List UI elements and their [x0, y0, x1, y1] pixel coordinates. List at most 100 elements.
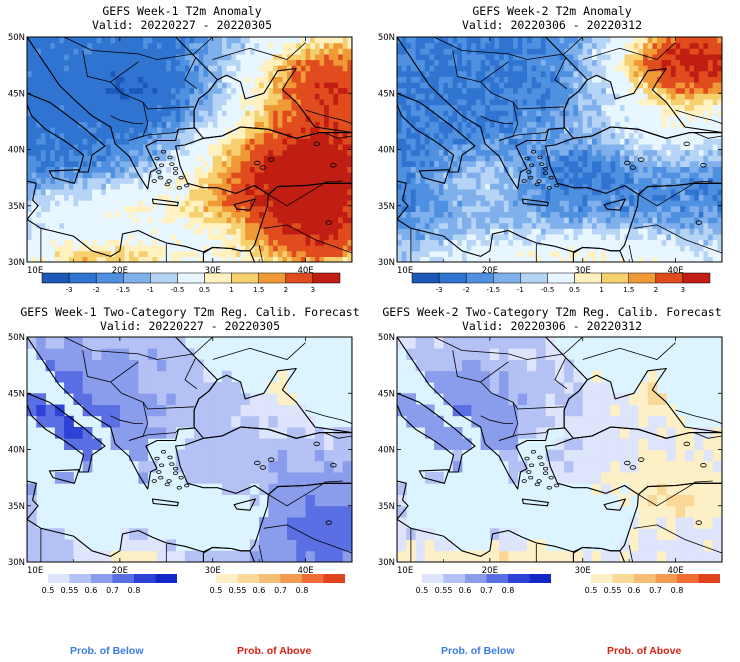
anomaly-cell [92, 115, 98, 122]
anomaly-cell [101, 172, 107, 179]
anomaly-cell [226, 256, 232, 262]
anomaly-cell [87, 138, 93, 145]
anomaly-cell [410, 183, 417, 190]
anomaly-cell [554, 233, 561, 241]
anomaly-cell [573, 37, 579, 44]
anomaly-cell [328, 183, 334, 190]
anomaly-cell [64, 149, 70, 156]
anomaly-cell [45, 82, 51, 89]
anomaly-cell [508, 82, 514, 89]
anomaly-cell [592, 37, 598, 44]
anomaly-cell [194, 93, 200, 100]
anomaly-cell [503, 93, 509, 100]
anomaly-cell [231, 222, 237, 229]
anomaly-cell [101, 177, 107, 184]
anomaly-cell [226, 217, 232, 224]
anomaly-cell [263, 59, 269, 66]
anomaly-cell [157, 211, 163, 218]
anomaly-cell [536, 37, 542, 44]
anomaly-cell [578, 177, 584, 184]
anomaly-cell [615, 110, 621, 117]
anomaly-cell [101, 98, 107, 106]
anomaly-cell [462, 188, 468, 196]
anomaly-cell [503, 115, 509, 122]
anomaly-cell [503, 37, 509, 44]
anomaly-cell [27, 143, 33, 151]
anomaly-cell [333, 166, 339, 173]
lat-label: 30N [8, 258, 25, 268]
anomaly-cell [434, 205, 440, 212]
anomaly-cell [462, 239, 468, 246]
anomaly-cell [161, 87, 167, 94]
anomaly-cell [282, 37, 288, 44]
anomaly-cell [554, 166, 561, 173]
anomaly-cell [231, 104, 237, 111]
anomaly-cell [133, 211, 139, 218]
anomaly-cell [596, 250, 602, 257]
anomaly-cell [222, 59, 228, 66]
anomaly-cell [50, 205, 56, 212]
anomaly-cell [68, 228, 74, 235]
anomaly-cell [268, 132, 274, 139]
anomaly-cell [268, 37, 274, 44]
anomaly-cell [466, 65, 472, 72]
anomaly-cell [96, 110, 102, 117]
anomaly-cell [175, 132, 181, 139]
anomaly-cell [333, 138, 339, 145]
anomaly-cell [161, 183, 167, 190]
anomaly-cell [499, 143, 505, 151]
anomaly-cell [133, 132, 139, 139]
anomaly-cell [138, 127, 144, 134]
anomaly-cell [568, 48, 574, 55]
anomaly-cell [36, 48, 42, 55]
anomaly-cell [434, 172, 440, 179]
anomaly-cell [259, 127, 265, 134]
anomaly-cell [517, 143, 523, 151]
anomaly-cell [170, 143, 177, 151]
anomaly-cell [522, 98, 528, 106]
anomaly-cell [166, 194, 172, 201]
anomaly-cell [291, 53, 297, 61]
anomaly-cell [517, 132, 523, 139]
anomaly-cell [615, 245, 621, 252]
anomaly-cell [105, 172, 112, 179]
anomaly-cell [208, 98, 214, 106]
anomaly-cell [633, 104, 639, 111]
anomaly-cell [328, 59, 334, 66]
anomaly-cell [296, 239, 302, 246]
anomaly-cell [226, 143, 232, 151]
anomaly-cell [420, 70, 426, 77]
anomaly-cell [610, 194, 616, 201]
anomaly-cell [110, 233, 116, 241]
anomaly-cell [147, 132, 153, 139]
anomaly-cell [629, 177, 635, 184]
anomaly-cell [531, 42, 537, 49]
anomaly-cell [554, 65, 561, 72]
anomaly-cell [296, 48, 302, 55]
anomaly-cell [314, 110, 321, 117]
anomaly-cell [448, 132, 454, 139]
anomaly-cell [175, 42, 181, 49]
anomaly-cell [27, 127, 33, 134]
anomaly-cell [124, 177, 130, 184]
anomaly-cell [175, 245, 181, 252]
anomaly-cell [319, 127, 325, 134]
anomaly-cell [245, 194, 251, 201]
anomaly-cell [273, 211, 279, 218]
anomaly-cell [434, 250, 440, 257]
anomaly-cell [314, 200, 321, 207]
anomaly-cell [249, 127, 256, 134]
anomaly-cell [82, 48, 88, 55]
anomaly-cell [587, 233, 593, 241]
anomaly-cell [217, 239, 223, 246]
anomaly-cell [531, 183, 537, 190]
anomaly-cell [189, 149, 195, 156]
anomaly-cell [503, 59, 509, 66]
anomaly-cell [240, 250, 246, 257]
anomaly-cell [333, 194, 339, 201]
anomaly-cell [170, 188, 177, 196]
anomaly-cell [452, 104, 458, 111]
anomaly-cell [119, 211, 126, 218]
anomaly-cell [110, 188, 116, 196]
anomaly-cell [475, 87, 482, 94]
